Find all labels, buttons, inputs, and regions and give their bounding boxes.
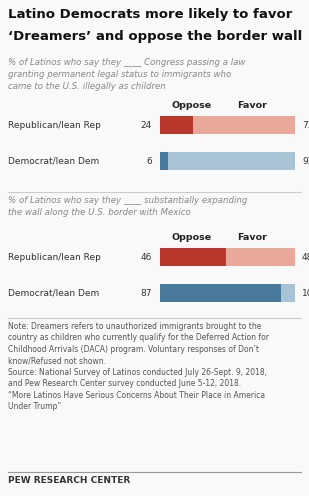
Bar — [160, 248, 226, 266]
Bar — [168, 152, 295, 170]
Text: 46: 46 — [141, 252, 152, 261]
Text: 92: 92 — [302, 157, 309, 166]
Text: 6: 6 — [146, 157, 152, 166]
Text: Oppose: Oppose — [172, 101, 212, 110]
Text: 87: 87 — [141, 289, 152, 298]
Bar — [226, 248, 295, 266]
Text: Democrat/lean Dem: Democrat/lean Dem — [8, 289, 99, 298]
Text: Favor: Favor — [237, 233, 267, 242]
Text: 10: 10 — [302, 289, 309, 298]
Bar — [193, 116, 295, 134]
Bar — [281, 284, 295, 302]
Text: 48: 48 — [302, 252, 309, 261]
Text: Latino Democrats more likely to favor: Latino Democrats more likely to favor — [8, 8, 292, 21]
Text: Republican/lean Rep: Republican/lean Rep — [8, 252, 101, 261]
Bar — [160, 116, 193, 134]
Bar — [160, 284, 281, 302]
Text: % of Latinos who say they ____ substantially expanding
the wall along the U.S. b: % of Latinos who say they ____ substanti… — [8, 196, 248, 217]
Text: Democrat/lean Dem: Democrat/lean Dem — [8, 157, 99, 166]
Bar — [160, 152, 168, 170]
Text: 24: 24 — [141, 121, 152, 129]
Text: Oppose: Oppose — [172, 233, 212, 242]
Text: PEW RESEARCH CENTER: PEW RESEARCH CENTER — [8, 476, 130, 485]
Text: Note: Dreamers refers to unauthorized immigrants brought to the
country as child: Note: Dreamers refers to unauthorized im… — [8, 322, 269, 411]
Text: % of Latinos who say they ____ Congress passing a law
granting permanent legal s: % of Latinos who say they ____ Congress … — [8, 58, 245, 91]
Text: 73: 73 — [302, 121, 309, 129]
Text: Favor: Favor — [237, 101, 267, 110]
Text: ‘Dreamers’ and oppose the border wall: ‘Dreamers’ and oppose the border wall — [8, 30, 302, 43]
Text: Republican/lean Rep: Republican/lean Rep — [8, 121, 101, 129]
